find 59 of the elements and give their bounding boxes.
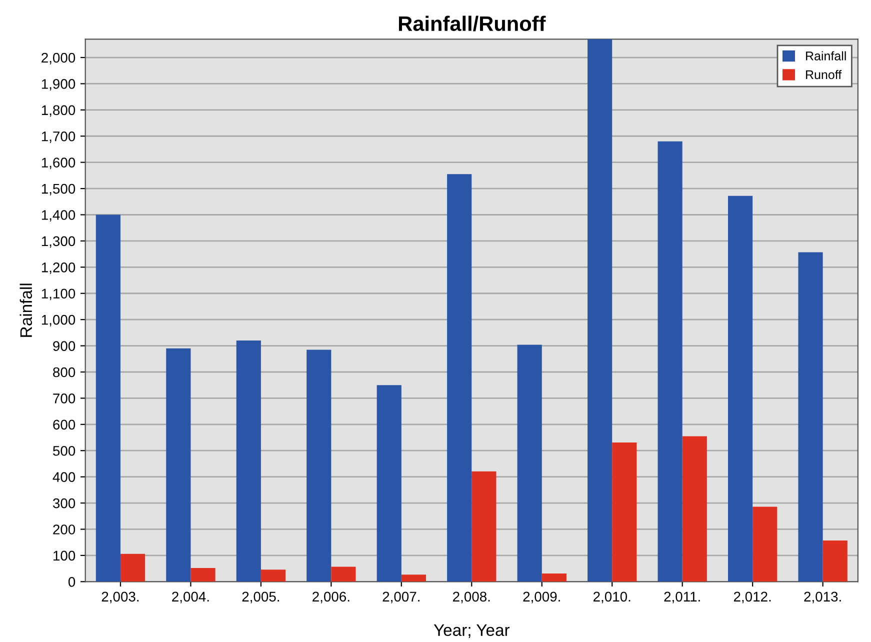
legend-label: Rainfall bbox=[806, 51, 846, 60]
y-axis-title: Rainfall bbox=[20, 284, 32, 337]
y-tick-label: 400 bbox=[52, 472, 76, 482]
x-tick-label: 2,012. bbox=[734, 592, 771, 604]
chart-title: Rainfall/Runoff bbox=[398, 16, 546, 32]
bar bbox=[376, 385, 402, 582]
bar bbox=[728, 196, 753, 582]
bar bbox=[517, 344, 542, 582]
bar bbox=[96, 214, 120, 582]
y-tick-label: 700 bbox=[53, 394, 76, 404]
x-tick-label: 2,007. bbox=[382, 592, 420, 604]
bar bbox=[682, 436, 707, 582]
bar bbox=[401, 574, 426, 582]
x-tick-label: 2,004. bbox=[172, 592, 209, 604]
bar bbox=[472, 471, 496, 582]
bar bbox=[236, 340, 261, 582]
x-tick-label: 2,009. bbox=[523, 592, 560, 604]
y-tick-label: 800 bbox=[53, 367, 76, 378]
x-tick-label: 2,003. bbox=[102, 592, 139, 604]
x-tick-label: 2,010. bbox=[594, 592, 630, 604]
y-tick-label: 600 bbox=[53, 420, 76, 430]
bar bbox=[588, 39, 612, 582]
y-tick-label: 1,700 bbox=[42, 131, 76, 143]
bar bbox=[166, 348, 191, 582]
bar bbox=[306, 350, 332, 582]
x-tick-label: 2,005. bbox=[242, 592, 279, 604]
y-tick-label: 0 bbox=[68, 576, 76, 587]
x-tick-label: 2,008. bbox=[453, 592, 490, 604]
y-tick-label: 1,200 bbox=[42, 262, 76, 274]
x-tick-label: 2,013. bbox=[804, 592, 841, 604]
bar bbox=[612, 442, 637, 582]
bar bbox=[331, 566, 356, 582]
y-tick-label: 100 bbox=[54, 550, 76, 561]
bar bbox=[798, 252, 823, 582]
bar bbox=[447, 174, 472, 582]
bar bbox=[542, 574, 566, 582]
y-tick-label: 1,300 bbox=[42, 236, 76, 248]
x-axis-title: Year; Year bbox=[434, 624, 510, 638]
legend-label: Runoff bbox=[806, 70, 842, 80]
bar bbox=[120, 554, 146, 582]
bar bbox=[822, 540, 848, 582]
bar bbox=[752, 506, 778, 582]
y-tick-label: 500 bbox=[53, 446, 76, 456]
x-tick-label: 2,006. bbox=[312, 592, 350, 604]
y-tick-label: 1,100 bbox=[42, 288, 76, 300]
y-tick-label: 1,500 bbox=[42, 184, 76, 196]
x-tick-label: 2,011. bbox=[664, 592, 700, 604]
y-tick-label: 1,000 bbox=[42, 314, 76, 326]
y-tick-label: 1,600 bbox=[42, 158, 76, 170]
bar bbox=[658, 141, 682, 582]
y-tick-label: 1,800 bbox=[42, 105, 76, 117]
y-tick-label: 1,900 bbox=[42, 79, 76, 91]
y-tick-label: 1,400 bbox=[42, 210, 76, 222]
y-tick-label: 300 bbox=[52, 498, 76, 508]
bar bbox=[190, 568, 216, 582]
y-tick-label: 2,000 bbox=[42, 52, 76, 64]
y-tick-label: 200 bbox=[53, 524, 76, 534]
bar bbox=[260, 570, 286, 582]
y-tick-label: 900 bbox=[53, 341, 76, 351]
